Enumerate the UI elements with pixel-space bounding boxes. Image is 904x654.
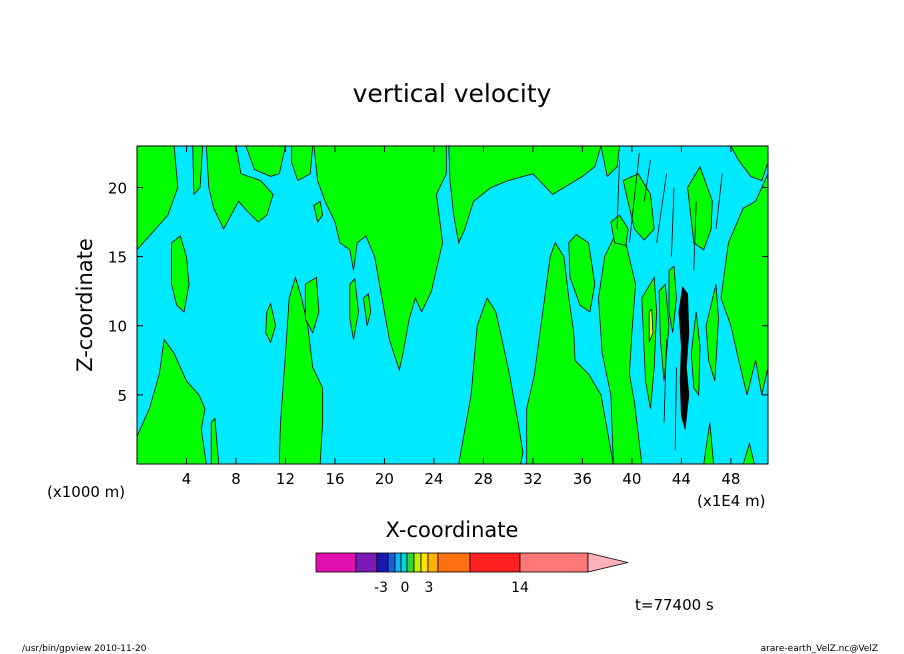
x-unit-left: (x1000 m) [47,483,125,501]
x-axis: 4 8 12 16 20 24 28 32 36 40 44 48 [182,146,740,488]
region-weak-updraft [658,283,670,382]
x-tick-label: 48 [721,470,740,488]
colorbar-swatch [420,552,429,573]
x-tick-label: 28 [474,470,493,488]
region-weak-updraft [136,338,207,465]
contour-strand [715,173,723,230]
x-axis-label: X-coordinate [386,518,519,542]
y-axis-label: Z-coordinate [73,238,97,372]
y-tick-label: 15 [108,249,127,267]
region-weak-updraft [278,275,324,465]
colorbar-swatch [427,552,439,573]
x-tick-label: 40 [622,470,641,488]
chart-title: vertical velocity [353,79,552,108]
region-weak-updraft [610,214,629,246]
colorbar-extend-arrow [587,552,629,573]
colorbar-tick-label: 3 [425,580,434,596]
plot-frame [136,145,769,465]
colorbar-swatch [519,552,589,573]
region-moderate-updraft [648,308,654,343]
footer-right: arare-earth_VelZ.nc@VelZ [761,644,878,654]
colorbar-swatch [387,552,396,573]
x-unit-right: (x1E4 m) [697,492,766,510]
region-strong-downdraft [678,285,690,430]
x-tick-label: 16 [325,470,344,488]
colorbar-swatch [355,552,378,573]
region-weak-updraft [720,173,769,395]
footer-left: /usr/bin/gpview 2010-11-20 [22,644,147,654]
colorbar-tick-label: 0 [401,580,410,596]
time-label: t=77400 s [635,596,714,614]
region-weak-updraft [690,311,701,397]
x-tick-label: 8 [231,470,241,488]
colorbar-swatch [413,552,422,573]
region-weak-updraft [171,235,190,313]
colorbar-swatch [376,552,389,573]
velocity-regions [136,145,769,465]
region-weak-updraft [313,200,324,223]
x-tick-label: 24 [424,470,443,488]
region-weak-updraft [668,265,677,333]
colorbar-swatch [394,552,402,573]
colorbar-swatch [315,552,357,573]
region-weak-updraft [349,277,359,340]
contour-strand [643,159,651,202]
colorbar-tick-label: 14 [511,580,529,596]
y-tick-label: 5 [117,387,127,405]
region-weak-updraft [448,145,602,245]
y-tick-label: 10 [108,318,127,336]
colorbar-labels: -3 0 3 14 [374,580,529,596]
region-weak-updraft [458,297,524,465]
colorbar-swatch [406,552,415,573]
region-weak-updraft [705,284,719,382]
region-weak-updraft [304,276,320,334]
contour-strand [656,173,667,243]
colorbar [315,552,629,573]
contour-strand [663,339,667,423]
region-weak-updraft [622,173,655,241]
region-weak-updraft [265,302,277,344]
contour-strand [616,159,620,229]
region-weak-updraft [641,275,658,409]
colorbar-swatch [469,552,521,573]
contour-strand [629,152,640,243]
x-tick-label: 44 [672,470,691,488]
region-weak-updraft [568,233,596,313]
contour-strand [674,367,677,451]
y-axis: 5 10 15 20 [108,179,768,405]
contour-strand [671,187,675,257]
x-tick-label: 4 [182,470,192,488]
colorbar-swatch [400,552,408,573]
x-tick-label: 12 [276,470,295,488]
y-tick-label: 20 [108,179,127,197]
colorbar-swatch [437,552,471,573]
region-weak-updraft [313,145,447,372]
x-tick-label: 32 [523,470,542,488]
region-weak-updraft [526,241,614,465]
x-tick-label: 36 [573,470,592,488]
region-weak-updraft [205,145,274,230]
region-weak-updraft [687,165,713,251]
x-tick-label: 20 [375,470,394,488]
contour-strand [693,201,697,271]
region-weak-updraft [362,293,372,326]
colorbar-tick-label: -3 [374,580,388,596]
plot-area [136,145,769,465]
